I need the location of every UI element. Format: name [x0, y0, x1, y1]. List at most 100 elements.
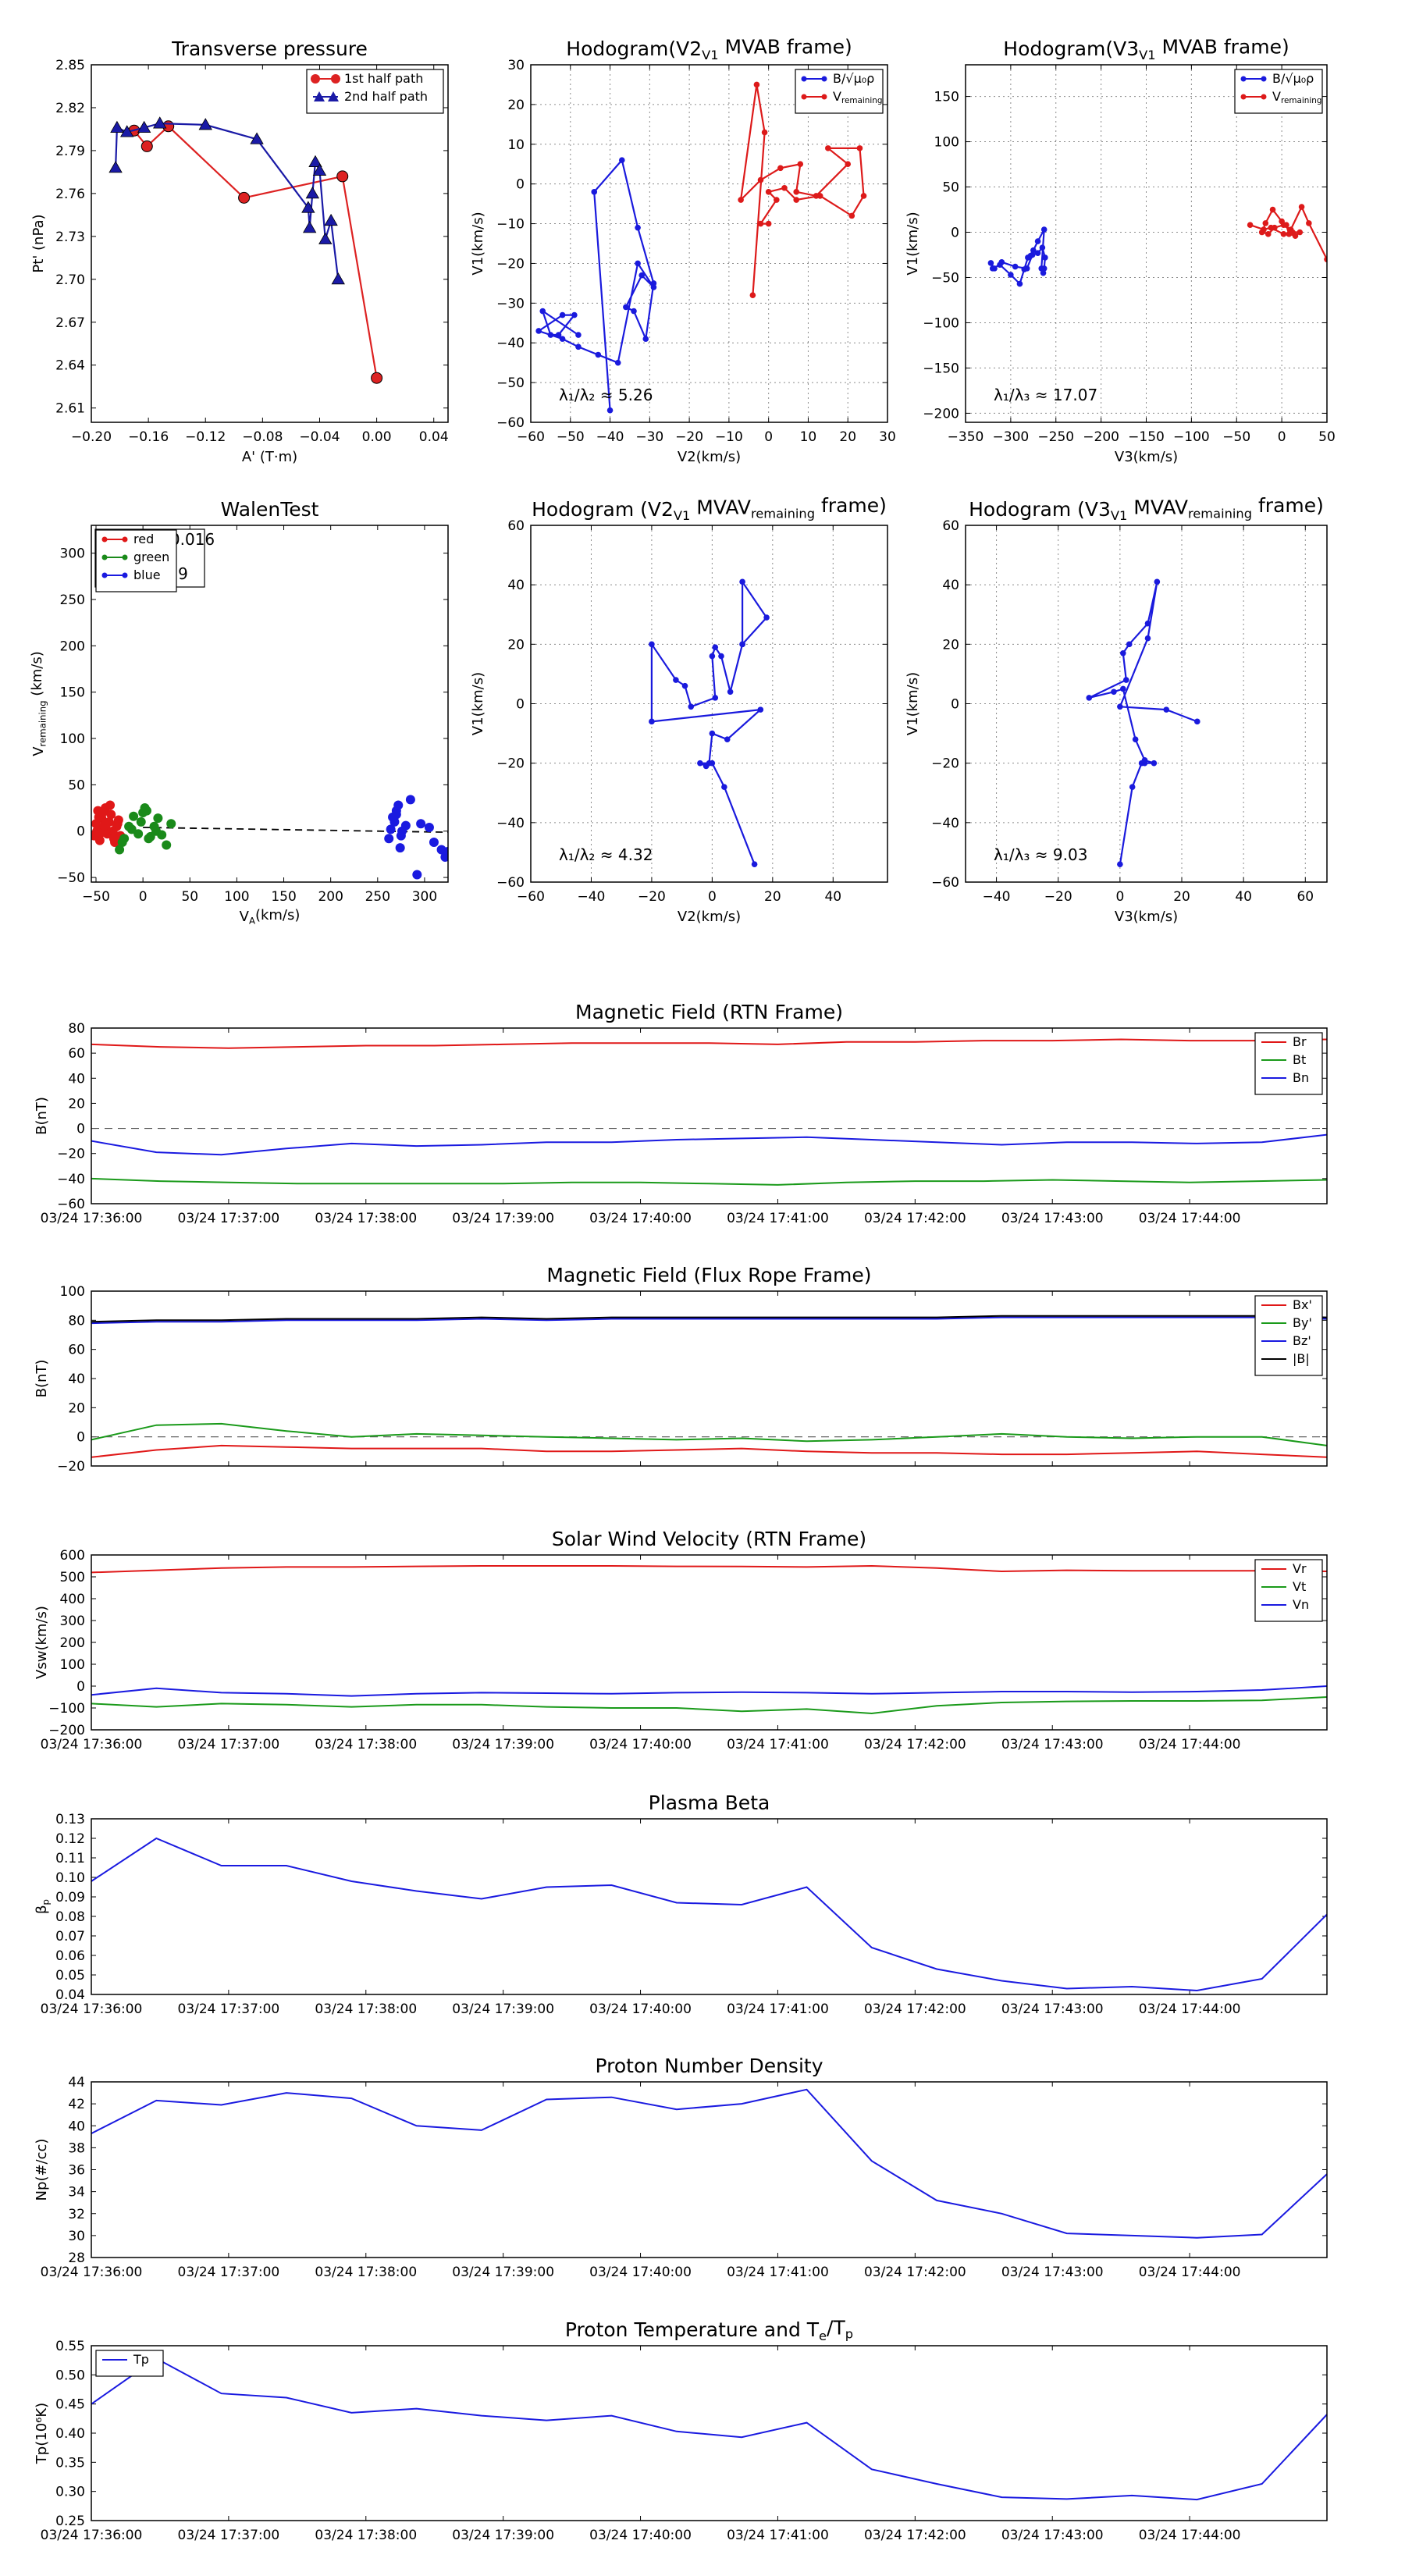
chart-title: Magnetic Field (Flux Rope Frame) — [546, 1264, 871, 1286]
legend: Vr Vt Vn — [1254, 1559, 1323, 1622]
x-axis-label: V2(km/s) — [678, 449, 741, 465]
x-tick-label: 03/24 17:42:00 — [864, 1737, 966, 1752]
eigen-ratio-annotation: λ₁/λ₂ ≈ 5.26 — [559, 386, 653, 404]
series-line — [91, 1685, 1327, 1697]
x-tick-label: −40 — [596, 429, 624, 445]
data-marker — [1008, 272, 1014, 278]
data-marker — [777, 165, 784, 172]
chart-title: Proton Temperature and Te/Tp — [565, 2316, 853, 2343]
data-point — [393, 800, 404, 810]
y-tick-label: −100 — [48, 1701, 85, 1717]
y-axis-label: Pt' (nPa) — [30, 214, 47, 272]
x-tick-label: 03/24 17:44:00 — [1139, 1737, 1241, 1752]
axes-frame — [91, 1290, 1328, 1467]
data-marker — [825, 145, 831, 151]
x-axis-label: A' (T·m) — [242, 449, 297, 465]
data-marker — [635, 224, 641, 231]
y-tick-label: 0.10 — [55, 1870, 85, 1886]
data-marker — [559, 336, 566, 342]
y-axis-label: Np(#/cc) — [34, 2139, 50, 2201]
data-marker — [673, 677, 679, 683]
y-tick-label: 20 — [68, 1096, 85, 1112]
y-tick-label: 0 — [516, 697, 525, 713]
x-tick-label: 03/24 17:44:00 — [1139, 2265, 1241, 2280]
legend-label: Vremaining — [833, 89, 882, 105]
data-marker — [539, 308, 546, 315]
y-tick-label: −60 — [57, 1197, 85, 1212]
y-tick-label: 60 — [942, 518, 959, 534]
data-marker — [845, 161, 852, 168]
y-tick-label: 50 — [68, 777, 85, 793]
data-marker — [1272, 224, 1278, 231]
x-tick-label: −40 — [983, 889, 1011, 905]
data-point — [94, 835, 105, 845]
x-tick-label: 100 — [224, 889, 249, 905]
legend-label: B/√μ₀ρ — [833, 71, 874, 86]
x-tick-label: 03/24 17:41:00 — [727, 2265, 829, 2280]
axes-frame — [91, 1818, 1328, 1995]
x-tick-label: 03/24 17:37:00 — [178, 1211, 280, 1226]
legend-box — [1234, 69, 1323, 114]
y-tick-label: −30 — [496, 296, 525, 311]
series-line — [1088, 582, 1198, 865]
data-point — [405, 795, 415, 805]
eigen-ratio-annotation: λ₁/λ₃ ≈ 9.03 — [994, 845, 1087, 864]
data-marker — [688, 703, 695, 710]
chart-title: Hodogram(V2V1 MVAB frame) — [566, 35, 852, 62]
y-tick-label: 200 — [60, 1635, 85, 1651]
x-tick-label: 03/24 17:37:00 — [178, 2001, 280, 2017]
x-tick-label: 03/24 17:36:00 — [41, 1737, 143, 1752]
y-tick-label: −20 — [496, 756, 525, 772]
x-tick-label: 150 — [271, 889, 296, 905]
data-marker — [198, 118, 212, 130]
data-point — [144, 834, 154, 844]
y-tick-label: −200 — [48, 1723, 85, 1738]
x-tick-label: −0.12 — [185, 429, 226, 445]
x-tick-label: −60 — [517, 429, 545, 445]
x-tick-label: −20 — [638, 889, 666, 905]
y-tick-label: 60 — [68, 1343, 85, 1358]
x-tick-label: 30 — [879, 429, 896, 445]
data-point — [395, 843, 405, 853]
axes-frame — [91, 1027, 1328, 1204]
data-marker — [308, 155, 322, 167]
y-tick-label: 20 — [68, 1400, 85, 1416]
series-line — [91, 2088, 1327, 2239]
legend-marker — [101, 536, 108, 543]
axes-frame — [530, 64, 888, 423]
x-tick-label: −0.16 — [128, 429, 169, 445]
x-tick-label: 03/24 17:43:00 — [1001, 2528, 1104, 2543]
chart-title: Hodogram(V3V1 MVAB frame) — [1003, 35, 1289, 62]
axes-frame — [91, 1554, 1328, 1731]
panel-h2: Hodogram(V3V1 MVAB frame) −350 −300 −250 −20… — [905, 35, 1336, 465]
x-tick-label: 03/24 17:43:00 — [1001, 1737, 1104, 1752]
x-tick-label: 03/24 17:44:00 — [1139, 2001, 1241, 2017]
x-tick-label: 0.00 — [362, 429, 392, 445]
y-axis-label: B(nT) — [34, 1360, 50, 1398]
legend-label: red — [133, 532, 154, 546]
y-tick-label: 60 — [68, 1046, 85, 1062]
x-tick-label: −50 — [82, 889, 110, 905]
x-tick-label: 50 — [1318, 429, 1336, 445]
series-bt — [91, 1177, 1327, 1186]
series-v-remaining — [1247, 204, 1327, 263]
legend-marker — [311, 74, 320, 84]
panel-mag_fr: Magnetic Field (Flux Rope Frame) −20 0 20 40… — [34, 1264, 1328, 1475]
data-marker — [1030, 247, 1037, 254]
y-tick-label: 0.13 — [55, 1812, 85, 1827]
data-marker — [1012, 263, 1019, 270]
series-b- — [987, 226, 1048, 287]
data-marker — [765, 220, 772, 227]
legend-label: Vt — [1293, 1579, 1306, 1594]
data-marker — [706, 760, 713, 767]
legend-label: Bz' — [1293, 1333, 1311, 1348]
x-tick-label: 03/24 17:41:00 — [727, 2001, 829, 2017]
legend-box — [1254, 1032, 1323, 1095]
chart-title: Transverse pressure — [171, 37, 368, 60]
y-tick-label: −200 — [923, 406, 959, 422]
y-tick-label: 40 — [942, 578, 959, 593]
data-marker — [1025, 254, 1031, 261]
data-marker — [793, 189, 800, 195]
legend-box — [306, 69, 444, 114]
y-tick-label: 0 — [76, 1430, 85, 1446]
